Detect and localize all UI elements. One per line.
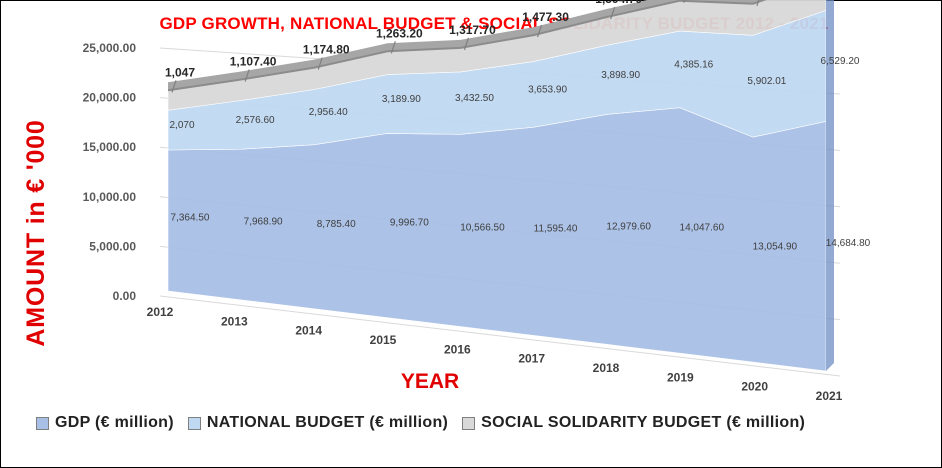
gdp-data-label: 12,979.60 — [606, 221, 651, 232]
y-tick-label: 25,000.00 — [83, 41, 137, 55]
gdp-data-label: 14,047.60 — [680, 222, 725, 233]
social-solidarity-data-label: 1,263.20 — [376, 26, 423, 40]
legend-swatch-social-solidarity-budget — [462, 416, 476, 430]
x-tick-label: 2018 — [593, 361, 620, 375]
social-solidarity-data-label: 1,047 — [165, 65, 195, 79]
social-solidarity-leader-line — [244, 69, 250, 82]
gdp-data-label: 14,684.80 — [826, 238, 871, 249]
social-solidarity-leader-line — [683, 0, 686, 3]
social-solidarity-leader-line — [463, 37, 470, 51]
social-solidarity-data-label: 1,317.70 — [449, 23, 496, 37]
national-budget-data-label: 4,385.16 — [674, 59, 713, 70]
chart-side-face — [826, 0, 834, 371]
social-solidarity-leader-line — [610, 6, 616, 20]
chart-legend: GDP (€ million) NATIONAL BUDGET (€ milli… — [36, 412, 936, 434]
social-solidarity-leader-line — [317, 57, 323, 70]
social-solidarity-data-label: 1,107.40 — [230, 55, 277, 69]
gdp-data-label: 7,968.90 — [244, 217, 283, 228]
legend-label-gdp: GDP (€ million) — [55, 414, 174, 431]
legend-entry-social-solidarity-budget: SOCIAL SOLIDARITY BUDGET (€ million) — [462, 414, 805, 432]
y-tick-label: 0.00 — [113, 289, 137, 303]
gdp-data-label: 13,054.90 — [753, 242, 798, 253]
x-tick-label: 2021 — [816, 389, 843, 403]
national-budget-data-label: 5,902.01 — [747, 76, 786, 87]
y-tick-label: 15,000.00 — [83, 140, 137, 154]
gdp-data-label: 8,785.40 — [317, 219, 356, 230]
social-solidarity-leader-line — [536, 24, 543, 38]
national-budget-data-label: 2,956.40 — [309, 107, 348, 118]
social-solidarity-data-label: 1,477.30 — [522, 10, 569, 24]
x-tick-label: 2013 — [221, 314, 248, 328]
gridline — [159, 295, 841, 377]
national-budget-data-label: 3,189.90 — [382, 94, 421, 105]
x-tick-label: 2019 — [667, 370, 694, 384]
national-budget-data-label: 3,898.90 — [601, 70, 640, 81]
x-tick-label: 2014 — [295, 324, 322, 338]
legend-entry-gdp: GDP (€ million) — [36, 414, 174, 432]
social-solidarity-budget-line — [167, 0, 767, 92]
national-budget-data-label: 2,070 — [169, 120, 194, 131]
y-tick-label: 10,000.00 — [83, 190, 137, 204]
x-tick-label: 2016 — [444, 342, 471, 356]
social-solidarity-leader-line — [390, 41, 396, 54]
social-solidarity-leader-line — [756, 0, 760, 6]
gdp-data-label: 9,996.70 — [390, 218, 429, 229]
gdp-data-label: 11,595.40 — [534, 223, 578, 234]
x-axis-title: YEAR — [400, 370, 460, 393]
y-tick-label: 20,000.00 — [83, 91, 137, 105]
x-tick-label: 2015 — [370, 333, 397, 347]
national-budget-data-label: 3,432.50 — [455, 93, 494, 104]
legend-label-national-budget: NATIONAL BUDGET (€ million) — [206, 414, 449, 431]
social-solidarity-leader-line — [171, 80, 177, 93]
x-tick-label: 2020 — [741, 380, 768, 394]
gdp-data-label: 7,364.50 — [171, 212, 210, 223]
national-budget-data-label: 3,653.90 — [528, 84, 567, 95]
legend-swatch-gdp — [36, 416, 49, 430]
x-tick-label: 2012 — [147, 305, 174, 319]
x-tick-label: 2017 — [518, 352, 545, 366]
legend-entry-national-budget: NATIONAL BUDGET (€ million) — [187, 414, 449, 432]
gdp-data-label: 10,566.50 — [460, 222, 505, 233]
national-budget-data-label: 2,576.60 — [236, 115, 275, 126]
national-budget-data-label: 6,529.20 — [821, 56, 860, 67]
y-tick-label: 5,000.00 — [89, 239, 136, 253]
legend-label-social-solidarity-budget: SOCIAL SOLIDARITY BUDGET (€ million) — [481, 414, 806, 431]
legend-swatch-national-budget — [187, 416, 201, 430]
social-solidarity-data-label: 1,594.70 — [595, 0, 642, 6]
social-solidarity-data-label: 1,174.80 — [303, 43, 350, 57]
